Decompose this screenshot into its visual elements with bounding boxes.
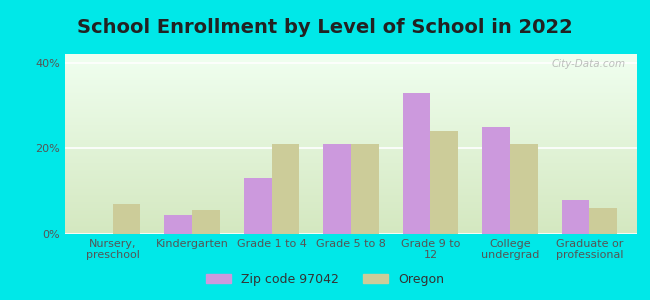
Bar (192, 210, 220, 234)
Text: School Enrollment by Level of School in 2022: School Enrollment by Level of School in … (77, 18, 573, 37)
Bar (510, 144, 538, 234)
Bar (112, 204, 140, 234)
Bar (482, 127, 510, 234)
Bar (244, 178, 272, 234)
Bar (590, 208, 617, 234)
Bar (323, 144, 351, 234)
Bar (164, 215, 192, 234)
Bar (402, 93, 430, 234)
Legend: Zip code 97042, Oregon: Zip code 97042, Oregon (201, 268, 449, 291)
Text: City-Data.com: City-Data.com (551, 59, 625, 69)
Bar (430, 131, 458, 234)
Bar (562, 200, 590, 234)
Bar (272, 144, 300, 234)
Bar (351, 144, 379, 234)
